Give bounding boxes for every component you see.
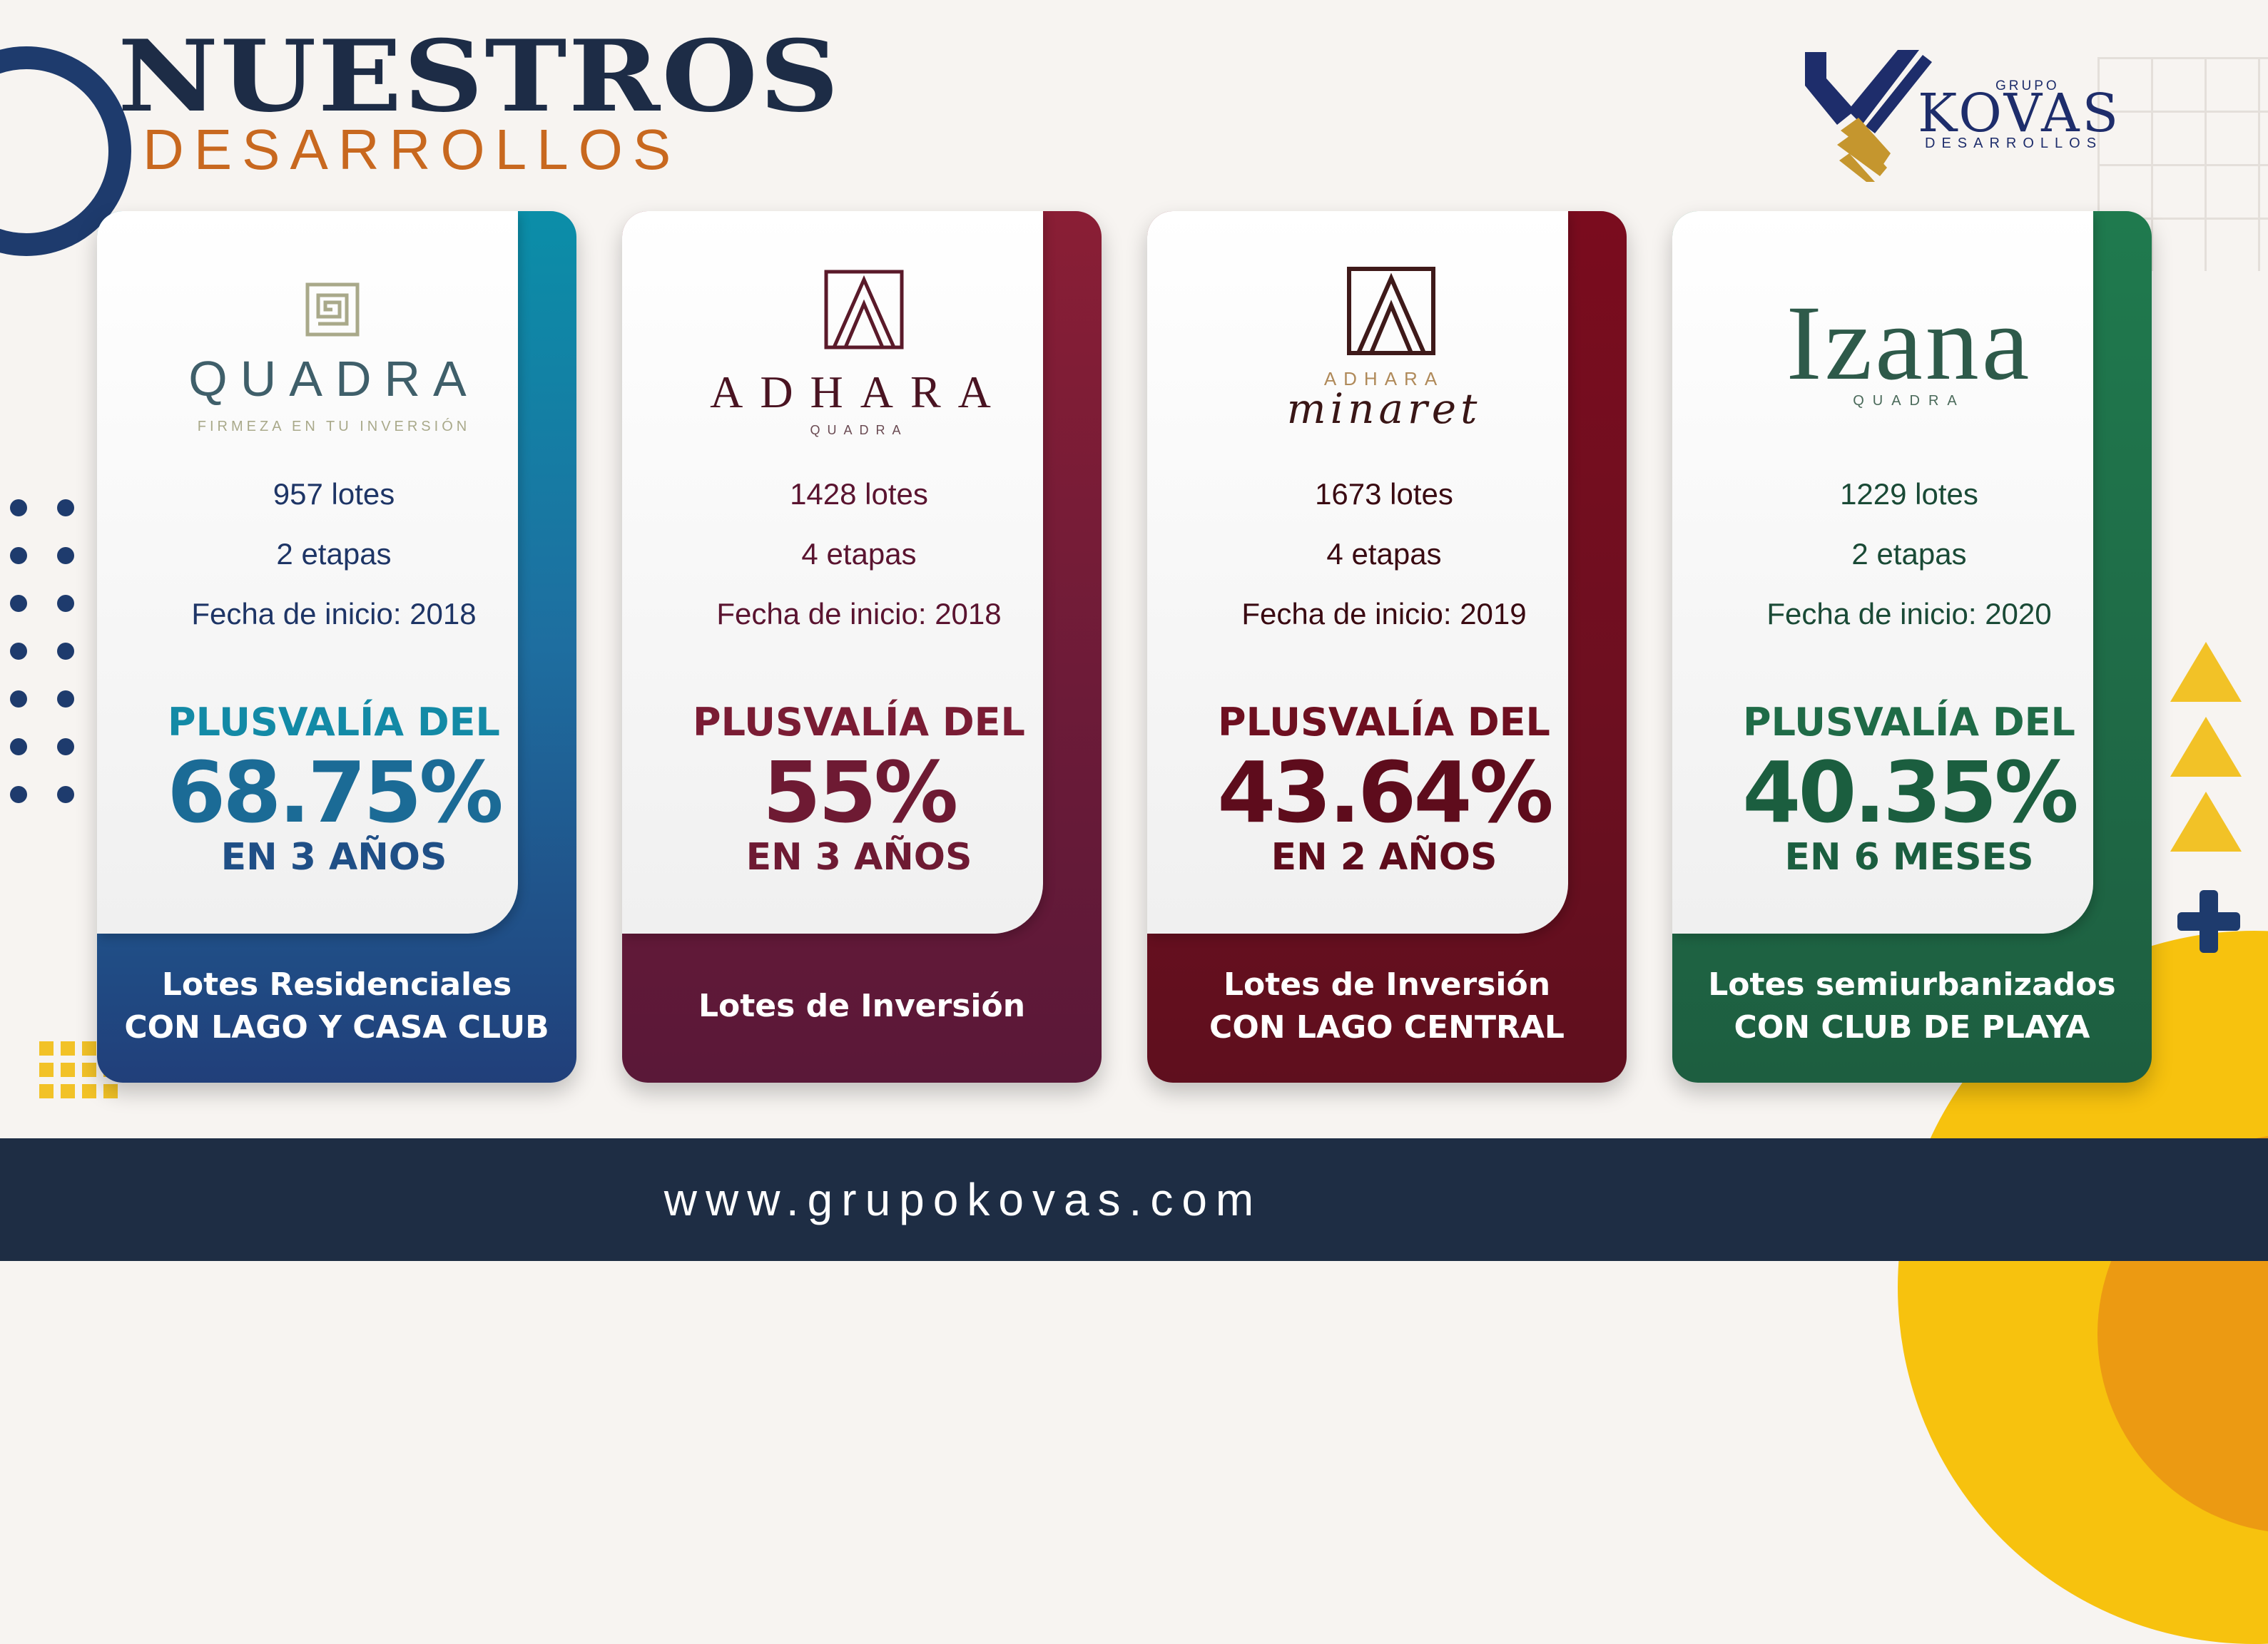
adhara-minaret-logo-sub: minaret <box>1286 384 1482 433</box>
lots-count: 957 lotes <box>273 477 395 511</box>
triangle-icon <box>2170 717 2242 777</box>
footer-line-1: Lotes semiurbanizados <box>1708 966 2116 1003</box>
lots-count: 1673 lotes <box>1315 477 1453 511</box>
stages-count: 4 etapas <box>801 537 917 571</box>
start-date: Fecha de inicio: 2018 <box>716 597 1002 630</box>
appreciation-percent: 43.64% <box>1217 743 1553 842</box>
appreciation-percent: 55% <box>762 743 958 842</box>
plus-icon <box>2177 890 2240 953</box>
appreciation-percent: 40.35% <box>1742 743 2078 842</box>
izana-logo-text: Izana <box>1786 284 2033 402</box>
footer-line-2: CON LAGO CENTRAL <box>1209 1009 1565 1046</box>
appreciation-label: PLUSVALÍA DEL <box>1218 700 1550 745</box>
page-subtitle: DESARROLLOS <box>143 118 681 181</box>
footer-line-2: CON CLUB DE PLAYA <box>1734 1009 2090 1046</box>
page-title: NUESTROS <box>118 18 841 134</box>
development-card-adhara: ADHARA QUADRA 1428 lotes 4 etapas Fecha … <box>622 211 1102 1083</box>
appreciation-percent: 68.75% <box>167 743 503 842</box>
footer-line-1: Lotes de Inversión <box>1223 966 1551 1003</box>
quadra-logo-text: QUADRA <box>188 351 479 407</box>
lots-count: 1229 lotes <box>1840 477 1978 511</box>
brand-grupo-label: GRUPO <box>1995 78 2060 93</box>
stages-count: 2 etapas <box>276 537 392 571</box>
stages-count: 4 etapas <box>1326 537 1442 571</box>
adhara-logo-icon <box>824 270 904 349</box>
adhara-minaret-logo-icon <box>1347 267 1435 355</box>
izana-logo-sub: QUADRA <box>1853 393 1966 409</box>
adhara-minaret-logo-text: ADHARA <box>1323 368 1445 389</box>
footer-line-1: Lotes Residenciales <box>161 966 512 1003</box>
appreciation-duration: EN 2 AÑOS <box>1271 836 1497 879</box>
triangle-icon <box>2170 792 2242 852</box>
start-date: Fecha de inicio: 2019 <box>1241 597 1527 630</box>
quadra-logo-icon <box>305 282 360 337</box>
footer-line-1: Lotes de Inversión <box>698 988 1026 1024</box>
card-footer: Lotes de Inversión CON LAGO CENTRAL <box>1147 953 1627 1060</box>
appreciation-label: PLUSVALÍA DEL <box>1743 700 2075 745</box>
card-footer: Lotes semiurbanizados CON CLUB DE PLAYA <box>1672 953 2152 1060</box>
appreciation-label: PLUSVALÍA DEL <box>693 700 1025 745</box>
kovas-logo-icon <box>1805 50 1932 182</box>
start-date: Fecha de inicio: 2018 <box>191 597 477 630</box>
card-footer: Lotes Residenciales CON LAGO Y CASA CLUB <box>97 953 576 1060</box>
start-date: Fecha de inicio: 2020 <box>1766 597 2052 630</box>
appreciation-label: PLUSVALÍA DEL <box>168 700 500 745</box>
appreciation-duration: EN 6 MESES <box>1784 836 2034 879</box>
lots-count: 1428 lotes <box>790 477 928 511</box>
development-card-adhara-minaret: ADHARA minaret 1673 lotes 4 etapas Fecha… <box>1147 211 1627 1083</box>
footer-bar <box>0 1138 2268 1261</box>
development-card-quadra: QUADRA FIRMEZA EN TU INVERSIÓN 957 lotes… <box>97 211 576 1083</box>
website-link[interactable]: www.grupokovas.com <box>663 1174 1263 1225</box>
adhara-logo-sub: QUADRA <box>810 423 908 437</box>
stages-count: 2 etapas <box>1851 537 1967 571</box>
brand-subtitle: DESARROLLOS <box>1925 136 2103 151</box>
footer-line-2: CON LAGO Y CASA CLUB <box>124 1009 549 1046</box>
appreciation-duration: EN 3 AÑOS <box>220 836 447 879</box>
appreciation-duration: EN 3 AÑOS <box>746 836 972 879</box>
card-footer: Lotes de Inversión <box>622 953 1102 1060</box>
development-card-izana: Izana QUADRA 1229 lotes 2 etapas Fecha d… <box>1672 211 2152 1083</box>
triangle-icon <box>2170 642 2242 702</box>
adhara-logo-text: ADHARA <box>710 367 1008 417</box>
quadra-tagline: FIRMEZA EN TU INVERSIÓN <box>197 419 471 434</box>
brand-name: KOVAS <box>1918 83 2122 144</box>
